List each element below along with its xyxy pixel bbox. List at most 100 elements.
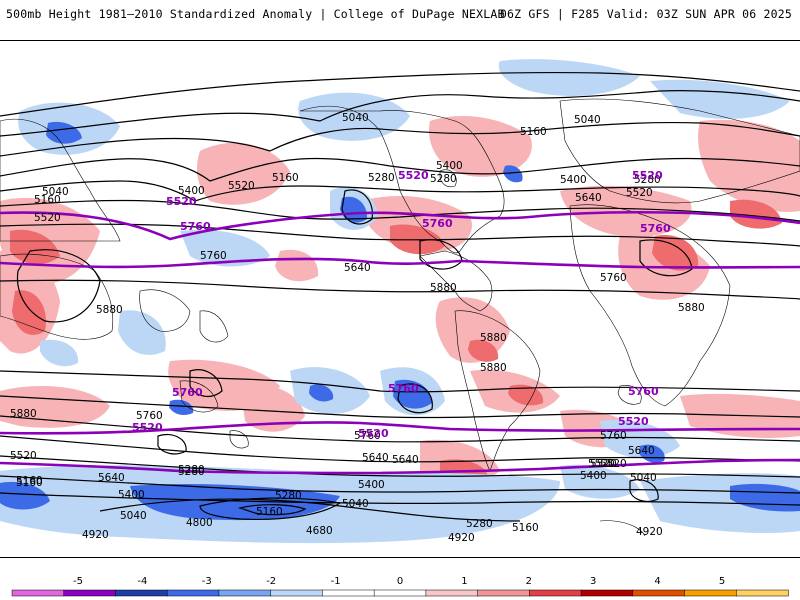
contour-label: 5520 xyxy=(600,458,627,470)
contour-label: 5640 xyxy=(362,452,389,464)
contour-label: 4800 xyxy=(186,517,213,529)
colorbar-segment xyxy=(166,589,220,597)
contour-label: 5760 xyxy=(200,250,227,262)
map-title: 500mb Height 1981–2010 Standardized Anom… xyxy=(6,7,505,21)
contour-label: 5280 xyxy=(178,464,205,476)
colorbar-segment xyxy=(425,589,479,597)
highlight-label: 5760 xyxy=(180,220,211,233)
contour-label: 5880 xyxy=(430,282,457,294)
highlight-label: 5520 xyxy=(618,415,649,428)
contour-label: 5880 xyxy=(480,332,507,344)
colorbar-ticks: -5 -4 -3 -2 -1 0 1 2 3 4 5 xyxy=(73,576,725,587)
contour-label: 5520 xyxy=(10,450,37,462)
colorbar-segment xyxy=(684,589,738,597)
contour-label: 5400 xyxy=(436,160,463,172)
contour-label: 5280 xyxy=(466,518,493,530)
contour-label: 5880 xyxy=(10,408,37,420)
contour-label: 5400 xyxy=(358,479,385,491)
contour-label: 5520 xyxy=(590,458,617,470)
height-contours xyxy=(0,71,800,522)
contour-label: 5160 xyxy=(256,506,283,518)
contour-label: 5520 xyxy=(34,212,61,224)
colorbar-segment xyxy=(736,589,789,597)
highlight-label: 5520 xyxy=(166,195,197,208)
colorbar-segment xyxy=(218,589,272,597)
contour-label: 5640 xyxy=(392,454,419,466)
colorbar-segment xyxy=(580,589,634,597)
contour-label: 5280 xyxy=(275,490,302,502)
colorbar-tick-label: 1 xyxy=(461,576,467,587)
contour-label: 5400 xyxy=(580,470,607,482)
highlight-label: 5760 xyxy=(172,386,203,399)
contour-label: 5040 xyxy=(342,112,369,124)
anomaly-map[interactable]: 5040 5040 5160 5160 5280 5400 5520 5400 … xyxy=(0,41,800,558)
contour-label: 5880 xyxy=(678,302,705,314)
colorbar-svg: -5 -4 -3 -2 -1 0 1 2 3 4 5 xyxy=(11,576,789,597)
contour-label: 5040 xyxy=(120,510,147,522)
contour-label: 4680 xyxy=(306,525,333,537)
colorbar-tick-label: -5 xyxy=(73,576,83,587)
colorbar-segment xyxy=(529,589,582,597)
colorbar-segment xyxy=(270,589,324,597)
contour-label: 5640 xyxy=(575,192,602,204)
contour-label: 5160 xyxy=(272,172,299,184)
highlight-label: 5520 xyxy=(132,421,163,434)
colorbar-tick-label: 2 xyxy=(526,576,532,587)
colorbar: -5 -4 -3 -2 -1 0 1 2 3 4 5 xyxy=(0,568,800,600)
contour-labels: 5040 5040 5160 5160 5280 5400 5520 5400 … xyxy=(10,112,705,544)
colorbar-tick-label: 0 xyxy=(397,576,403,587)
contour-label: 5760 xyxy=(600,272,627,284)
highlight-label: 5520 xyxy=(632,169,663,182)
contour-label: 5640 xyxy=(628,445,655,457)
colorbar-segment xyxy=(632,589,686,597)
highlight-label: 5760 xyxy=(640,222,671,235)
contour-label: 5160 xyxy=(16,477,43,489)
highlight-label: 5520 xyxy=(398,169,429,182)
contour-label: 5640 xyxy=(98,472,125,484)
contour-label: 5640 xyxy=(344,262,371,274)
map-panel[interactable]: 5040 5040 5160 5160 5280 5400 5520 5400 … xyxy=(0,40,800,558)
colorbar-tick-label: -4 xyxy=(137,576,147,587)
contour-label: 5280 xyxy=(368,172,395,184)
contour-label: 5760 xyxy=(354,430,381,442)
contour-label: 5160 xyxy=(512,522,539,534)
colorbar-tick-label: 4 xyxy=(654,576,660,587)
colorbar-tick-label: -2 xyxy=(266,576,276,587)
contour-label: 5040 xyxy=(630,472,657,484)
contour-label: 4920 xyxy=(636,526,663,538)
contour-label: 5040 xyxy=(42,186,69,198)
colorbar-segment xyxy=(11,589,65,597)
colorbar-tick-label: -3 xyxy=(202,576,212,587)
highlight-label: 5760 xyxy=(628,385,659,398)
contour-label: 5520 xyxy=(228,180,255,192)
contour-label: 5160 xyxy=(16,475,43,487)
contour-label: 5400 xyxy=(178,185,205,197)
colorbar-segment xyxy=(115,589,168,597)
contour-label: 5040 xyxy=(342,498,369,510)
contour-label: 5880 xyxy=(96,304,123,316)
contour-label: 5400 xyxy=(118,489,145,501)
colorbar-tick-label: -1 xyxy=(331,576,341,587)
contour-label: 5160 xyxy=(34,194,61,206)
contour-label: 4920 xyxy=(448,532,475,544)
contour-label: 5280 xyxy=(178,466,205,478)
colorbar-tick-label: 3 xyxy=(590,576,596,587)
colorbar-segment xyxy=(373,589,427,597)
colorbar-segment xyxy=(477,589,531,597)
highlight-contours xyxy=(0,210,800,475)
contour-label: 5520 xyxy=(626,187,653,199)
colorbar-segment xyxy=(63,589,117,597)
colorbar-segments xyxy=(11,589,789,597)
run-info: 06Z GFS | F285 Valid: 03Z SUN APR 06 202… xyxy=(499,7,792,21)
highlight-label: 5520 xyxy=(358,427,389,440)
contour-label: 4920 xyxy=(82,529,109,541)
highlight-label: 5760 xyxy=(422,217,453,230)
contour-label: 5880 xyxy=(480,362,507,374)
colorbar-segment xyxy=(322,589,375,597)
contour-label: 5280 xyxy=(430,173,457,185)
contour-label: 5040 xyxy=(574,114,601,126)
contour-label: 5400 xyxy=(560,174,587,186)
header: 500mb Height 1981–2010 Standardized Anom… xyxy=(0,0,800,26)
contour-label: 5520 xyxy=(588,458,615,470)
contour-label: 5760 xyxy=(136,410,163,422)
